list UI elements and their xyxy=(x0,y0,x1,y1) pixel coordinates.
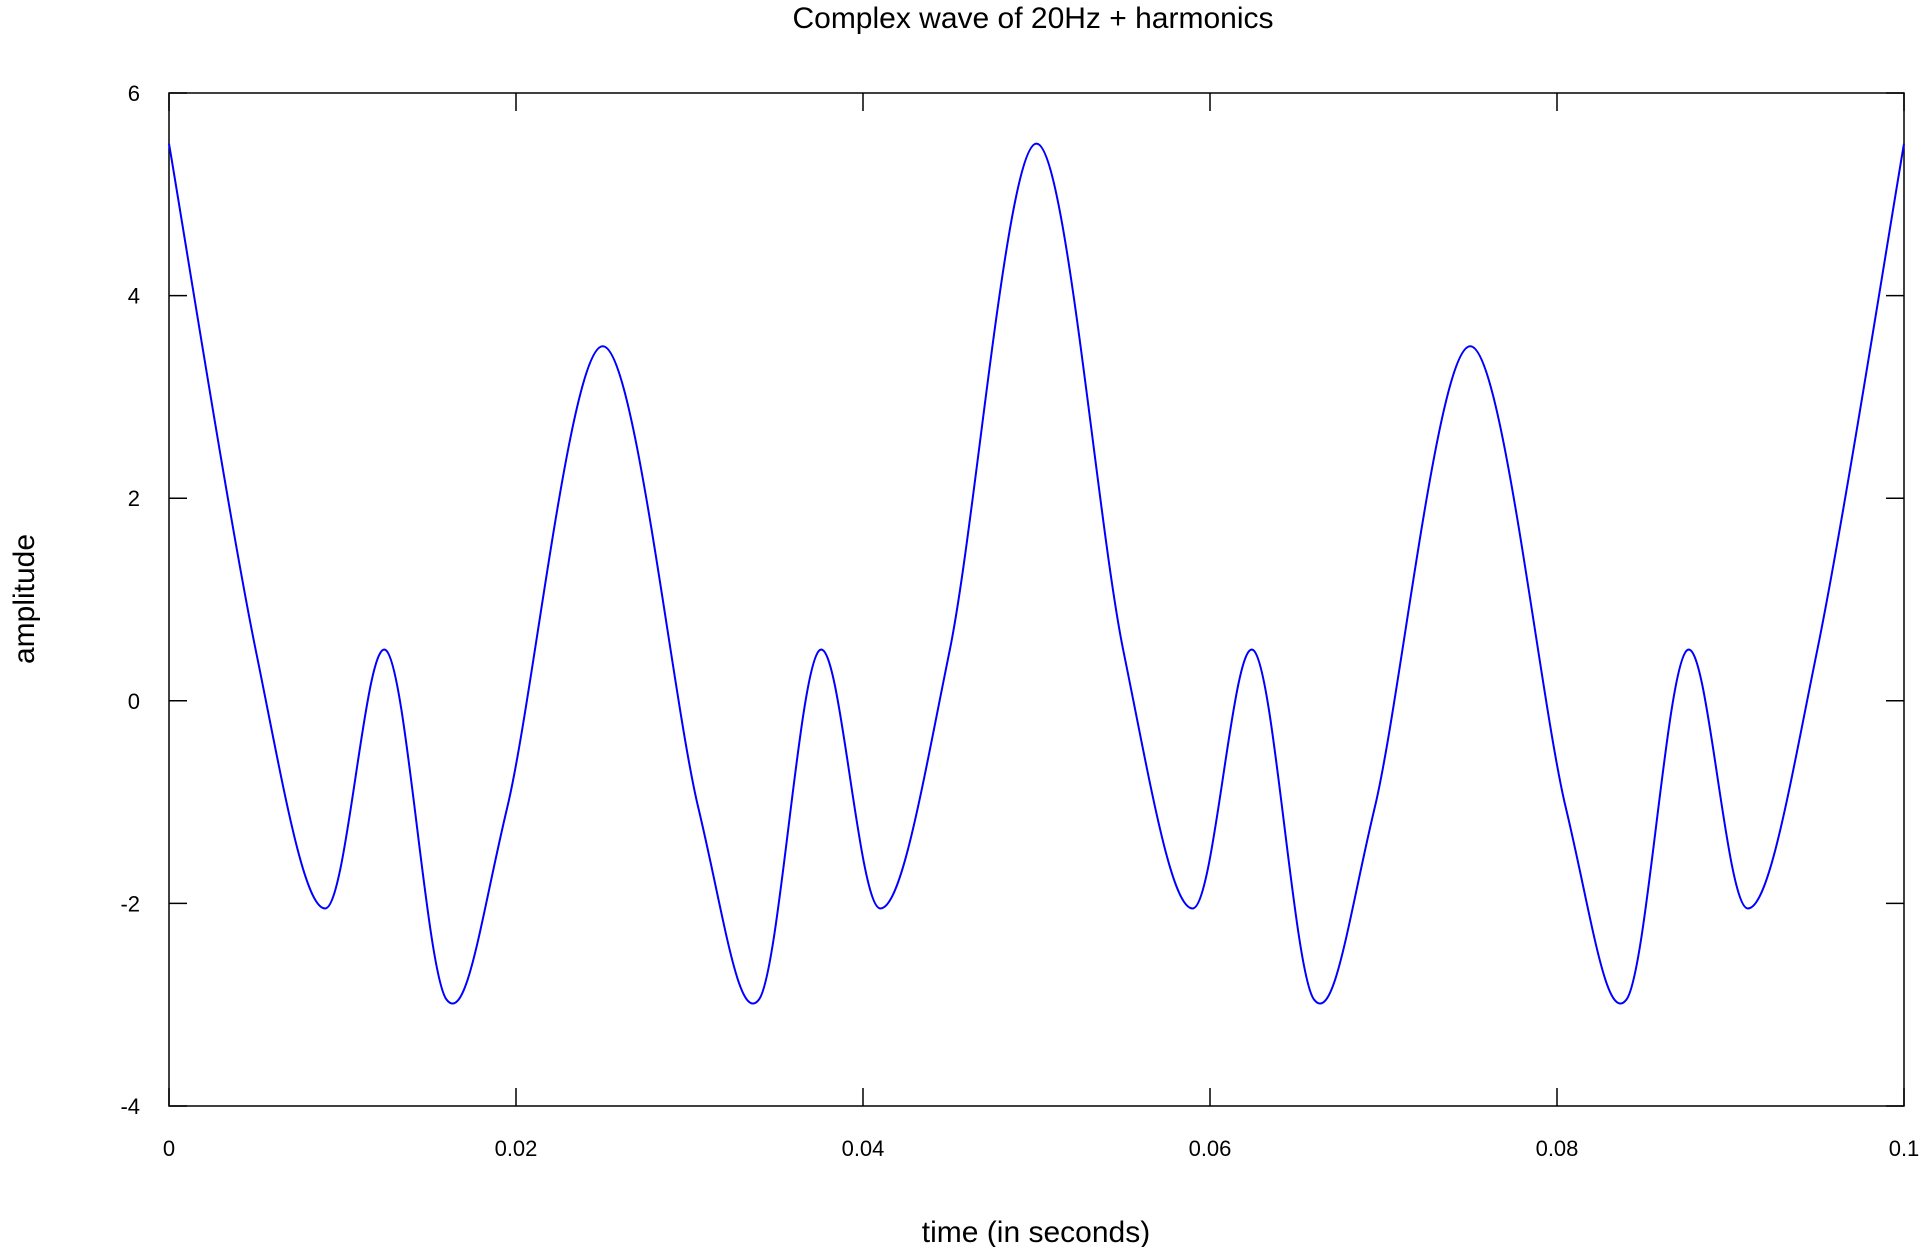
x-tick-label: 0 xyxy=(163,1136,175,1161)
y-tick-label: -4 xyxy=(120,1094,140,1119)
y-tick-label: 4 xyxy=(128,284,140,309)
x-tick-label: 0.06 xyxy=(1189,1136,1232,1161)
data-points xyxy=(169,144,1904,1000)
series-line xyxy=(168,142,1905,1005)
x-tick-label: 0.08 xyxy=(1536,1136,1579,1161)
x-tick-label: 0.1 xyxy=(1889,1136,1920,1161)
x-tick-label: 0.04 xyxy=(842,1136,885,1161)
x-axis-label: time (in seconds) xyxy=(922,1216,1150,1247)
y-axis-label: amplitude xyxy=(8,534,41,664)
tick-labels: 0 0.02 0.04 0.06 0.08 0.1 -4 -2 0 2 4 6 xyxy=(120,81,1919,1161)
axis-ticks xyxy=(168,92,1905,1107)
plot-area-frame xyxy=(168,92,1905,1107)
y-tick-label: 2 xyxy=(128,486,140,511)
chart-title: Complex wave of 20Hz + harmonics xyxy=(792,2,1273,35)
y-tick-label: -2 xyxy=(120,891,140,916)
y-tick-label: 6 xyxy=(128,81,140,106)
y-tick-label: 0 xyxy=(128,689,140,714)
x-tick-label: 0.02 xyxy=(495,1136,538,1161)
